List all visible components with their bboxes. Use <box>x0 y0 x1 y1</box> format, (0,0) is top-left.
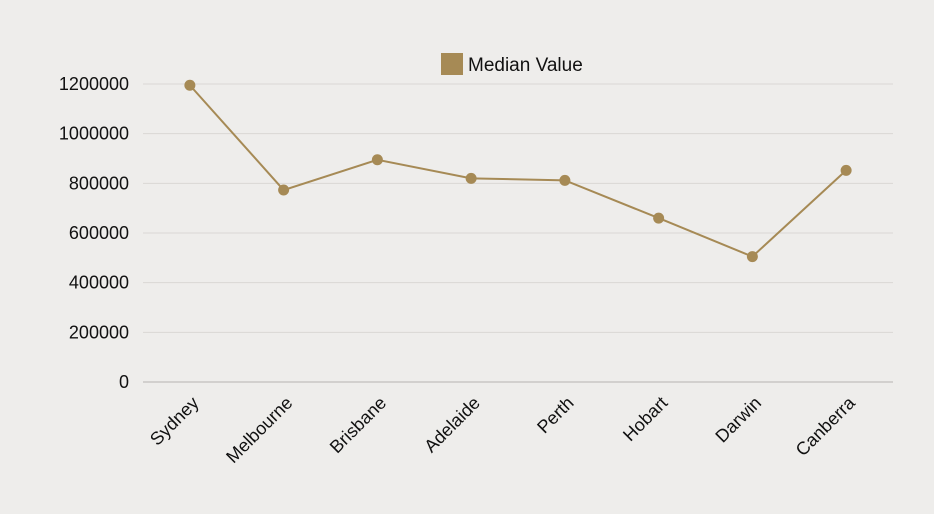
x-tick-label: Hobart <box>619 393 671 445</box>
gridlines <box>143 83 893 333</box>
x-tick-label: Brisbane <box>326 393 390 457</box>
x-tick-label: Melbourne <box>222 393 296 467</box>
data-point <box>278 184 290 196</box>
legend-label: Median Value <box>468 55 583 76</box>
data-point <box>371 154 383 166</box>
x-tick-label: Canberra <box>792 392 860 460</box>
data-point <box>184 79 196 91</box>
data-point <box>840 164 852 176</box>
series-median-value <box>184 79 852 263</box>
y-tick-label: 0 <box>119 372 129 392</box>
x-tick-label: Darwin <box>711 393 765 447</box>
y-axis-ticks: 0 200000 400000 600000 800000 1000000 1200000 <box>59 74 129 392</box>
legend-swatch <box>441 53 463 75</box>
series-line <box>189 84 847 258</box>
y-tick-label: 1200000 <box>59 74 129 94</box>
data-point <box>746 251 758 263</box>
x-tick-label: Adelaide <box>420 393 484 457</box>
data-point <box>653 212 665 224</box>
legend: Median Value <box>441 53 583 76</box>
x-tick-label: Sydney <box>146 393 203 450</box>
x-axis-ticks: Sydney Melbourne Brisbane Adelaide Perth Hoba… <box>146 392 860 467</box>
y-tick-label: 200000 <box>69 322 129 342</box>
y-tick-label: 800000 <box>69 173 129 193</box>
y-tick-label: 600000 <box>69 223 129 243</box>
data-point <box>559 174 571 186</box>
x-tick-label: Perth <box>533 393 578 438</box>
y-tick-label: 400000 <box>69 273 129 293</box>
data-point <box>465 172 477 184</box>
y-tick-label: 1000000 <box>59 124 129 144</box>
